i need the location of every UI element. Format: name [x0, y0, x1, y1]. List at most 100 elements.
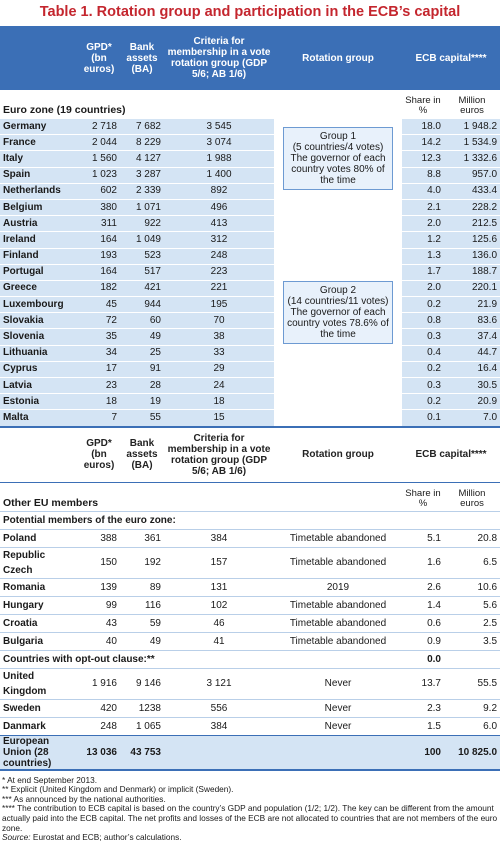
header-cell: Rotation group: [274, 26, 402, 90]
share: 100: [402, 734, 444, 771]
share: 2.0: [402, 279, 444, 297]
gdp: 2 044: [78, 134, 120, 151]
rotation-group: Timetable abandoned: [274, 546, 402, 579]
million-label: Million euros: [458, 95, 486, 116]
country-row: France 2 044 8 229 3 074 14.2 1 534.9: [0, 134, 500, 151]
bank-assets: 49: [120, 328, 164, 346]
bank-assets: 4 127: [120, 150, 164, 168]
header-cell: GPD* (bn euros): [78, 425, 120, 483]
country: Greece: [0, 279, 78, 297]
country: Belgium: [0, 198, 78, 216]
gdp: 164: [78, 263, 120, 281]
country-row: Italy 1 560 4 127 1 988 12.3 1 332.6: [0, 150, 500, 168]
footnote: * At end September 2013.: [2, 774, 98, 785]
share: [402, 510, 444, 530]
share: 5.1: [402, 528, 444, 548]
country: Croatia: [0, 613, 78, 633]
rotation-group: Group 1 (5 countries/4 votes) The governor…: [274, 118, 402, 200]
gdp: 40: [78, 631, 120, 651]
header-cell: Rotation group: [274, 425, 402, 483]
header-cell: Bank assets (BA): [120, 26, 164, 90]
footnotes: * At end September 2013. ** Explicit (Uni…: [0, 771, 500, 843]
criteria: 3 121: [164, 667, 274, 700]
criteria: 312: [164, 231, 274, 248]
gdp: 7: [78, 409, 120, 427]
criteria: 38: [164, 328, 274, 346]
million: [444, 510, 500, 530]
country-row: Germany 2 718 7 682 3 545 Group 1 (5 countrie…: [0, 117, 500, 200]
share-label: Share in %: [405, 487, 441, 509]
source-label: Source:: [2, 832, 31, 843]
country: Germany: [0, 117, 78, 135]
section-row: Other EU members Share in % Million euros: [0, 482, 500, 511]
country: Sweden: [0, 698, 78, 718]
criteria: 29: [164, 360, 274, 378]
gdp: 182: [78, 279, 120, 297]
capital-table: GPD* (bn euros) Bank assets (BA) Criteria …: [0, 26, 500, 771]
share: 0.1: [402, 409, 444, 427]
country-row: Greece 182 421 221 2.0 220.1: [0, 279, 500, 297]
country: Hungary: [0, 595, 78, 615]
rotation-group: Never: [274, 667, 402, 700]
country-row: Malta 7 55 15 0.1 7.0: [0, 409, 500, 427]
country-row: Romania 139 89 131 2019 2.6 10.6: [0, 577, 500, 597]
million-label: Million euros: [458, 487, 486, 509]
million: [444, 649, 500, 669]
bank-assets: 116: [120, 595, 164, 615]
header-cell: [0, 26, 78, 90]
gdp: 45: [78, 296, 120, 313]
country: Poland: [0, 528, 78, 548]
group-note: The governor of each country votes 78.6%…: [287, 307, 389, 341]
criteria: 70: [164, 312, 274, 329]
million: 1 948.2: [444, 117, 500, 135]
footnote: ** Explicit (United Kingdom and Denmark)…: [2, 784, 234, 795]
country-row: Republic Czech 150 192 157 Timetable abandon…: [0, 546, 500, 579]
criteria: 3 074: [164, 134, 274, 151]
subsection-row: Potential members of the euro zone:: [0, 510, 500, 530]
million: 220.1: [444, 279, 500, 297]
bank-assets: 421: [120, 279, 164, 297]
share: 0.4: [402, 344, 444, 362]
bank-assets: 1238: [120, 698, 164, 718]
country-row: Bulgaria 40 49 41 Timetable abandoned 0.9 3.5: [0, 631, 500, 651]
header-cell: Criteria for membership in a vote rotati…: [164, 425, 274, 483]
bank-assets: 192: [120, 546, 164, 579]
share: 0.2: [402, 296, 444, 313]
gdp: 193: [78, 247, 120, 265]
share: 0.8: [402, 312, 444, 329]
share: 2.3: [402, 698, 444, 718]
subsection-label: Countries with opt-out clause:**: [0, 649, 402, 669]
subsection-label: Potential members of the euro zone:: [0, 510, 402, 530]
rotation-group: Timetable abandoned: [274, 613, 402, 633]
gdp: 13 036: [78, 734, 120, 771]
bank-assets: 361: [120, 528, 164, 548]
gdp: 311: [78, 215, 120, 232]
country: Austria: [0, 215, 78, 232]
country: Slovakia: [0, 312, 78, 329]
million: 5.6: [444, 595, 500, 615]
country-row: United Kingdom 1 916 9 146 3 121 Never 13.7 55…: [0, 667, 500, 700]
country: Bulgaria: [0, 631, 78, 651]
country: Slovenia: [0, 328, 78, 346]
gdp: 72: [78, 312, 120, 329]
criteria: 892: [164, 182, 274, 200]
country-row: Netherlands 602 2 339 892 4.0 433.4: [0, 182, 500, 200]
share: 0.9: [402, 631, 444, 651]
country-row: Luxembourg 45 944 195 0.2 21.9: [0, 296, 500, 313]
gdp: 34: [78, 344, 120, 362]
country-row: Slovenia 35 49 38 0.3 37.4: [0, 328, 500, 346]
share-label: Share in %: [405, 95, 441, 116]
share: 1.7: [402, 263, 444, 281]
header-row: GPD* (bn euros) Bank assets (BA) Criteria …: [0, 26, 500, 90]
rotation-group: Never: [274, 698, 402, 718]
country: Danmark: [0, 716, 78, 736]
share: 1.3: [402, 247, 444, 265]
country: United Kingdom: [0, 667, 78, 700]
rotation-group: Group 2 (14 countries/11 votes) The govern…: [274, 198, 402, 427]
bank-assets: 3 287: [120, 166, 164, 184]
country: Lithuania: [0, 344, 78, 362]
gdp: 164: [78, 231, 120, 248]
criteria: 33: [164, 344, 274, 362]
criteria: 384: [164, 716, 274, 736]
header-cell: GPD* (bn euros): [78, 26, 120, 90]
